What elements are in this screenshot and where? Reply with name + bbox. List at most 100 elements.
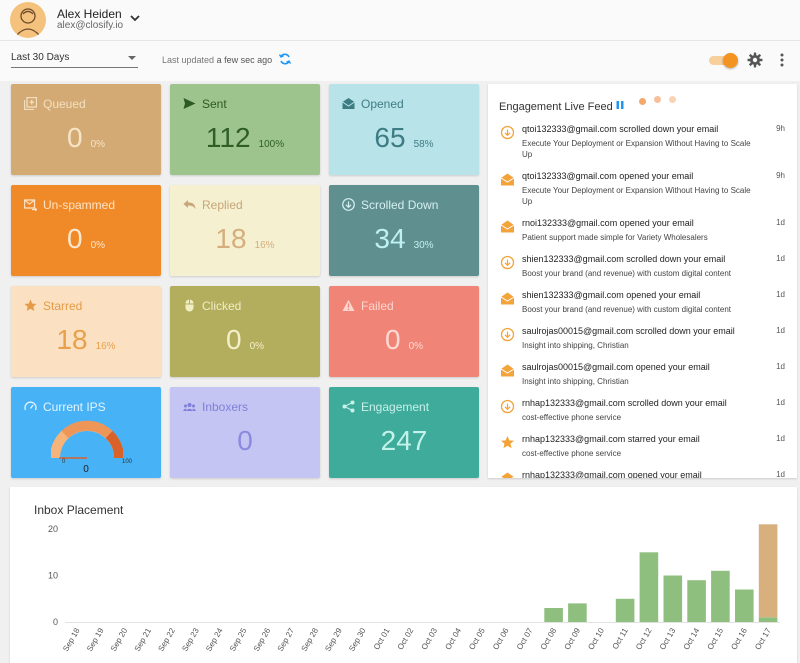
feed-item-text: qtoi132333@gmail.com opened your email <box>522 171 694 181</box>
bar-other[interactable] <box>758 524 778 618</box>
pause-icon[interactable] <box>615 100 625 110</box>
feed-item-time: 1d <box>776 218 785 227</box>
bar-inbox[interactable] <box>615 598 635 623</box>
avatar-icon <box>15 8 41 37</box>
card-queued[interactable]: Queued 0 0% <box>11 84 161 175</box>
mouse-icon <box>185 299 194 312</box>
scroll-down-icon <box>500 125 515 140</box>
gauge-min: 0 <box>62 459 66 465</box>
refresh-icon[interactable] <box>278 52 292 66</box>
x-tick-label: Sep 28 <box>300 626 321 653</box>
x-tick-label: Sep 23 <box>180 626 201 653</box>
avatar[interactable] <box>10 2 46 38</box>
feed-item-time: 1d <box>776 434 785 443</box>
feed-item-text: saulrojas00015@gmail.com opened your ema… <box>522 362 710 372</box>
card-starred[interactable]: Starred 18 16% <box>11 286 161 377</box>
card-number: 0 <box>66 122 83 153</box>
card-unspammed[interactable]: Un-spammed 0 0% <box>11 185 161 276</box>
card-label: Current IPS <box>43 400 106 414</box>
bar-inbox[interactable] <box>758 617 778 622</box>
caret-down-icon <box>128 56 136 60</box>
y-tick-label: 0 <box>53 617 58 627</box>
bar-inbox[interactable] <box>735 589 754 623</box>
feed-item-text: rnhap132333@gmail.com opened your email <box>522 470 702 478</box>
card-number: 0 <box>237 425 253 456</box>
card-sent[interactable]: Sent 112 100% <box>170 84 320 175</box>
chevron-down-icon[interactable] <box>128 11 142 25</box>
card-label: Opened <box>361 97 404 111</box>
x-tick-label: Sep 18 <box>61 626 82 653</box>
feed-item-text: shien132333@gmail.com scrolled down your… <box>522 254 726 264</box>
toggle-knob <box>723 53 738 68</box>
card-percent: 30% <box>413 240 434 251</box>
card-label: Inboxers <box>202 400 249 414</box>
x-tick-label: Sep 26 <box>252 626 273 653</box>
card-percent: 58% <box>413 139 434 150</box>
bar-inbox[interactable] <box>568 603 587 622</box>
chart-title: Inbox Placement <box>34 503 124 517</box>
feed-item-subject: Insight into shipping, Christian <box>522 377 629 386</box>
card-replied[interactable]: Replied 18 16% <box>170 185 320 276</box>
card-percent: 16% <box>254 240 275 251</box>
card-label: Scrolled Down <box>361 198 439 212</box>
bar-inbox[interactable] <box>639 552 659 623</box>
send-icon <box>183 98 196 109</box>
unspam-icon <box>24 199 37 211</box>
feed-title: Engagement Live Feed <box>499 101 613 113</box>
card-value: 0 0% <box>170 324 320 356</box>
star-icon <box>24 299 37 311</box>
feed-item-subject: Patient support made simple for Variety … <box>522 233 708 242</box>
bar-inbox[interactable] <box>711 570 730 622</box>
feed-item-subject: Boost your brand (and revenue) with cust… <box>522 269 732 278</box>
feed-item-subject: Boost your brand (and revenue) with cust… <box>522 305 732 314</box>
star-icon <box>501 436 514 449</box>
card-percent: 100% <box>258 139 285 150</box>
card-number: 0 <box>384 324 401 355</box>
x-tick-label: Sep 21 <box>133 626 154 653</box>
inbox-placement-panel: Inbox Placement 0 10 20 Sep 18 Sep 19 Sep 20 S… <box>10 487 797 663</box>
date-range-value: Last 30 Days <box>11 52 70 63</box>
x-tick-label: Oct 06 <box>491 626 511 651</box>
feed-item-time: 9h <box>776 124 785 133</box>
gauge-band-low <box>51 430 69 459</box>
queue-icon <box>24 97 37 110</box>
bar-inbox[interactable] <box>663 575 683 623</box>
x-tick-label: Oct 17 <box>753 626 773 651</box>
gauge-band-mid <box>61 420 113 439</box>
card-scrolled[interactable]: Scrolled Down 34 30% <box>329 185 479 276</box>
x-tick-label: Oct 11 <box>611 626 631 651</box>
more-vertical-icon[interactable] <box>778 52 786 68</box>
card-current-ips[interactable]: Current IPS 0 100 0 <box>11 387 161 478</box>
card-percent: 0% <box>249 341 265 352</box>
envelope-open-icon <box>500 292 515 305</box>
feed-item-time: 1d <box>776 254 785 263</box>
x-tick-label: Oct 02 <box>396 626 416 651</box>
card-number: 34 <box>374 223 406 254</box>
card-label: Starred <box>43 299 83 313</box>
card-label: Clicked <box>202 299 242 313</box>
card-clicked[interactable]: Clicked 0 0% <box>170 286 320 377</box>
x-tick-label: Oct 12 <box>634 626 654 651</box>
card-opened[interactable]: Opened 65 58% <box>329 84 479 175</box>
card-value: 247 <box>329 425 479 457</box>
card-inboxers[interactable]: Inboxers 0 <box>170 387 320 478</box>
date-range-select[interactable]: Last 30 Days <box>11 49 138 68</box>
card-percent: 16% <box>95 341 116 352</box>
card-engagement[interactable]: Engagement 247 <box>329 387 479 478</box>
card-failed[interactable]: Failed 0 0% <box>329 286 479 377</box>
x-tick-label: Oct 16 <box>729 626 749 651</box>
card-value: 34 30% <box>329 223 479 255</box>
scroll-down-icon <box>342 198 355 211</box>
scroll-down-icon <box>500 399 515 414</box>
card-number: 112 <box>205 122 251 153</box>
engagement-live-feed: Engagement Live Feed qtoi132333@gmail.co… <box>488 84 797 478</box>
live-toggle[interactable] <box>709 53 738 68</box>
bar-inbox[interactable] <box>687 580 706 622</box>
card-label: Failed <box>361 299 394 313</box>
envelope-open-icon <box>342 98 355 109</box>
bar-inbox[interactable] <box>544 608 563 622</box>
gear-icon[interactable] <box>747 52 763 68</box>
card-number: 0 <box>66 223 83 254</box>
feed-item-time: 1d <box>776 290 785 299</box>
